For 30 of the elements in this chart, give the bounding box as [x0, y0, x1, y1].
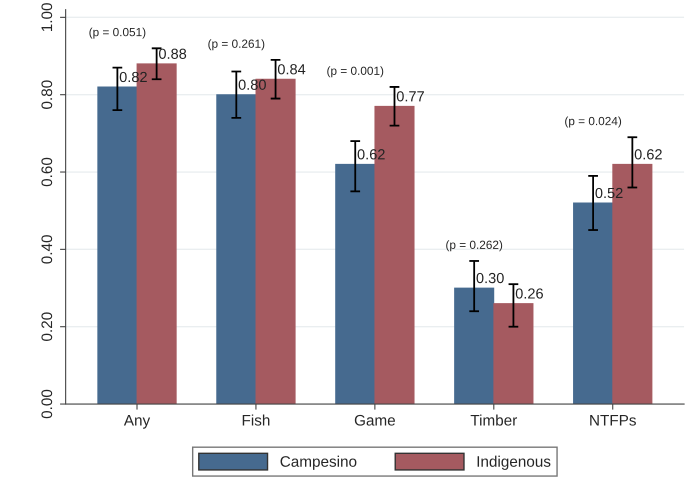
- data-label: 0.88: [158, 48, 186, 59]
- bar: [454, 288, 494, 404]
- bar: [493, 303, 534, 404]
- bar: [573, 202, 614, 404]
- x-tick-label: Fish: [242, 414, 270, 426]
- annotation: (p = 0.024): [565, 116, 622, 128]
- x-tick-label: NTFPs: [590, 415, 636, 426]
- data-label: 0.84: [278, 64, 306, 74]
- y-tick-label: 0.40: [41, 235, 52, 264]
- y-tick-label: 0.00: [41, 390, 52, 418]
- legend-label: Indigenous: [478, 456, 550, 470]
- data-label: 0.26: [516, 288, 543, 299]
- x-tick-label: Timber: [470, 414, 518, 426]
- bar: [97, 86, 138, 404]
- y-tick-label: 0.80: [41, 80, 52, 109]
- annotation: (p = 0.001): [327, 66, 384, 78]
- data-label: 0.77: [396, 91, 424, 102]
- annotation: (p = 0.261): [208, 39, 264, 50]
- annotation: (p = 0.051): [89, 28, 146, 39]
- annotation: (p = 0.262): [446, 240, 502, 252]
- legend-label: Campesino: [280, 456, 356, 470]
- bar: [335, 164, 376, 404]
- y-tick-label: 0.20: [41, 312, 52, 341]
- data-label: 0.30: [476, 272, 504, 284]
- bar: [216, 94, 256, 404]
- y-tick-label: 1.00: [41, 3, 52, 32]
- data-label: 0.62: [634, 149, 662, 160]
- y-tick-label: 0.60: [41, 158, 52, 186]
- x-tick-label: Game: [354, 414, 395, 426]
- x-tick-label: Any: [124, 415, 150, 429]
